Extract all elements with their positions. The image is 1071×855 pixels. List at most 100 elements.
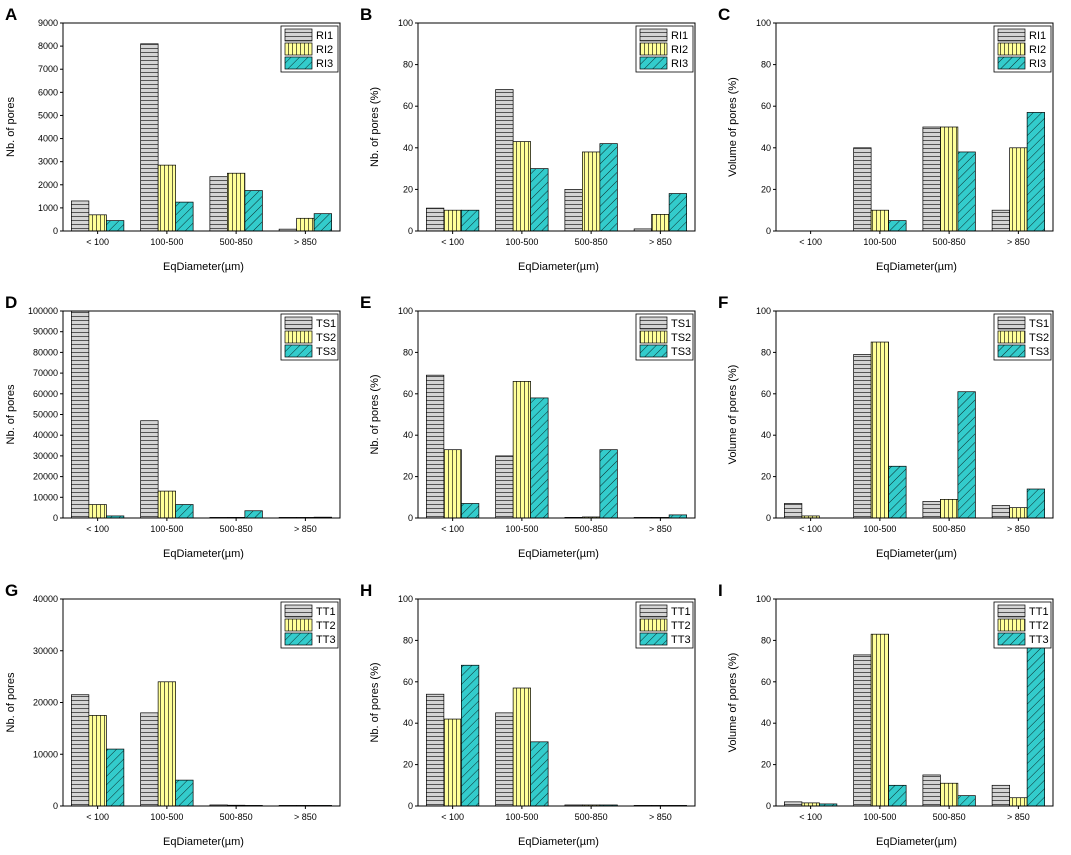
- panel-c-legend-label-ri2: RI2: [1029, 44, 1046, 56]
- panel-i-ylabel: Volume of pores (%): [727, 653, 739, 753]
- panel-c-bar-ri1-1[interactable]: [853, 147, 872, 232]
- panel-c-ytick-label: 40: [761, 143, 771, 153]
- panel-d-bar-ts2-1[interactable]: [157, 490, 176, 519]
- panel-b-bar-ri2-3[interactable]: [651, 214, 670, 232]
- panel-f-bar-ts3-3[interactable]: [1026, 488, 1045, 519]
- panel-d-ytick-label: 80000: [33, 347, 58, 357]
- panel-a-ylabel: Nb. of pores: [5, 97, 17, 157]
- panel-b-bar-ri2-1[interactable]: [512, 141, 531, 232]
- panel-h-bar-tt1-1[interactable]: [495, 712, 514, 807]
- panel-d-legend-swatch-ts3: [284, 344, 313, 358]
- panel-d-bar-ts1-1[interactable]: [140, 420, 159, 519]
- panel-c-bar-ri1-2[interactable]: [922, 126, 941, 232]
- panel-e-bar-ts1-0[interactable]: [426, 374, 445, 519]
- panel-c-bar-ri3-1[interactable]: [888, 220, 907, 232]
- panel-b-bar-ri3-2[interactable]: [599, 143, 618, 232]
- panel-c-bar-ri3-2[interactable]: [957, 151, 976, 232]
- panel-a-bar-ri1-2[interactable]: [209, 176, 228, 232]
- panel-c-bar-ri2-2[interactable]: [940, 126, 959, 232]
- panel-f-bar-ts1-2[interactable]: [922, 501, 941, 519]
- panel-g-bar-tt3-0[interactable]: [106, 748, 125, 807]
- panel-f-bar-ts1-0[interactable]: [784, 503, 803, 519]
- panel-f-ytick-label: 100: [756, 306, 771, 316]
- panel-h-bar-tt1-0[interactable]: [426, 693, 445, 807]
- panel-i-bar-tt1-2[interactable]: [922, 774, 941, 807]
- panel-i-bar-tt3-3[interactable]: [1026, 629, 1045, 807]
- panel-b-letter: B: [360, 5, 372, 24]
- panel-i-bar-tt1-0[interactable]: [784, 801, 803, 807]
- panel-a-bar-ri3-1[interactable]: [175, 201, 194, 232]
- panel-a-bar-ri3-3[interactable]: [313, 213, 332, 232]
- panel-c-bar-ri2-1[interactable]: [870, 209, 889, 232]
- panel-e-bar-ts1-1[interactable]: [495, 455, 514, 519]
- panel-e-bar-ts2-0[interactable]: [443, 449, 462, 519]
- panel-f-bar-ts2-2[interactable]: [940, 499, 959, 519]
- panel-e-bar-ts3-1[interactable]: [530, 397, 549, 519]
- panel-g-bar-tt1-0[interactable]: [71, 694, 90, 807]
- panel-b-bar-ri3-3[interactable]: [668, 193, 687, 232]
- panel-i-bar-tt2-3[interactable]: [1009, 797, 1028, 807]
- panel-b-bar-ri2-0[interactable]: [443, 209, 462, 232]
- panel-c-ytick-label: 60: [761, 101, 771, 111]
- panel-g-bar-tt2-1[interactable]: [157, 681, 176, 807]
- panel-c-bar-ri1-3[interactable]: [991, 209, 1010, 232]
- panel-h-bar-tt3-0[interactable]: [461, 664, 480, 807]
- panel-f-bar-ts2-1[interactable]: [870, 341, 889, 519]
- panel-b-bar-ri3-1[interactable]: [530, 168, 549, 232]
- panel-f-bar-ts3-1[interactable]: [888, 465, 907, 519]
- panel-d-bar-ts3-1[interactable]: [175, 504, 194, 519]
- panel-g-xtick-label: < 100: [86, 812, 109, 822]
- panel-d-bar-ts2-0[interactable]: [88, 504, 107, 519]
- panel-f-bar-ts1-3[interactable]: [991, 505, 1010, 519]
- panel-f-bar-ts2-3[interactable]: [1009, 507, 1028, 519]
- panel-f-bar-ts3-2[interactable]: [957, 391, 976, 519]
- panel-a-bar-ri3-0[interactable]: [106, 220, 125, 232]
- panel-i-bar-tt1-3[interactable]: [991, 784, 1010, 807]
- panel-b-ytick-label: 0: [408, 226, 413, 236]
- panel-i-bar-tt1-1[interactable]: [853, 654, 872, 807]
- panel-b-ytick-label: 60: [403, 101, 413, 111]
- panel-c-xtick-label: > 850: [1007, 237, 1030, 247]
- panel-f-letter: F: [718, 293, 728, 312]
- panel-c-xtick-label: 500-850: [933, 237, 966, 247]
- panel-h-bar-tt2-0[interactable]: [443, 718, 462, 807]
- panel-e-bar-ts3-0[interactable]: [461, 503, 480, 519]
- panel-c-legend-label-ri1: RI1: [1029, 30, 1046, 42]
- panel-b-bar-ri1-2[interactable]: [564, 189, 583, 232]
- panel-a-xtick-label: > 850: [294, 237, 317, 247]
- panel-a-bar-ri3-2[interactable]: [244, 190, 263, 232]
- panel-a-bar-ri1-0[interactable]: [71, 200, 90, 232]
- panel-a-xtick-label: < 100: [86, 237, 109, 247]
- panel-f-bar-ts1-1[interactable]: [853, 354, 872, 519]
- panel-g-bar-tt3-1[interactable]: [175, 779, 194, 807]
- panel-b-bar-ri3-0[interactable]: [461, 209, 480, 232]
- panel-h-bar-tt3-1[interactable]: [530, 741, 549, 807]
- panel-g-bar-tt1-1[interactable]: [140, 712, 159, 807]
- panel-i-legend-swatch-tt3: [997, 632, 1026, 646]
- panel-i-xlabel: EqDiameter(µm): [876, 836, 957, 848]
- panel-c-bar-ri2-3[interactable]: [1009, 147, 1028, 232]
- panel-a-bar-ri2-0[interactable]: [88, 214, 107, 232]
- panel-h-bar-tt2-1[interactable]: [512, 687, 531, 807]
- panel-g-bar-tt2-0[interactable]: [88, 715, 107, 807]
- panel-e-bar-ts3-2[interactable]: [599, 449, 618, 519]
- panel-e-bar-ts2-1[interactable]: [512, 381, 531, 519]
- panel-a-bar-ri1-1[interactable]: [140, 43, 159, 232]
- panel-f-legend-swatch-ts2: [997, 330, 1026, 344]
- panel-a-bar-ri2-2[interactable]: [227, 172, 246, 232]
- panel-b-bar-ri1-1[interactable]: [495, 89, 514, 232]
- panel-i-bar-tt2-2[interactable]: [940, 782, 959, 807]
- panel-h-ylabel: Nb. of pores (%): [369, 662, 381, 742]
- panel-i-bar-tt2-1[interactable]: [870, 633, 889, 807]
- panel-a-bar-ri2-3[interactable]: [296, 217, 315, 232]
- panel-i-bar-tt3-1[interactable]: [888, 784, 907, 807]
- panel-c-bar-ri3-3[interactable]: [1026, 112, 1045, 232]
- panel-b-bar-ri1-0[interactable]: [426, 207, 445, 232]
- panel-d-bar-ts3-2[interactable]: [244, 510, 263, 519]
- panel-a-bar-ri2-1[interactable]: [157, 164, 176, 232]
- panel-d-bar-ts1-0[interactable]: [71, 310, 90, 519]
- panel-i-bar-tt3-2[interactable]: [957, 795, 976, 807]
- panel-h-legend-swatch-tt3: [639, 632, 668, 646]
- panel-b-ytick-label: 80: [403, 60, 413, 70]
- panel-b-bar-ri2-2[interactable]: [582, 151, 601, 232]
